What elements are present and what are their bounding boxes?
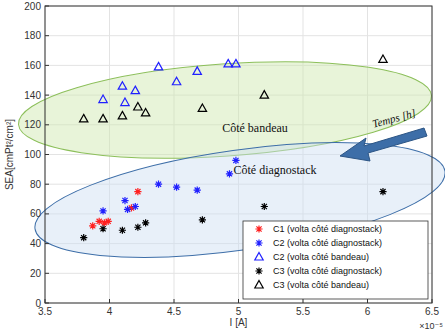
tick-label: 5	[236, 306, 242, 317]
legend-label: C3 (volta côté bandeau)	[273, 280, 369, 290]
plot-frame	[45, 6, 432, 303]
tick-label: 6.5	[425, 306, 439, 317]
point	[119, 227, 126, 234]
legend-marker	[255, 267, 262, 274]
point	[194, 187, 201, 194]
point	[121, 98, 129, 106]
tick	[109, 299, 110, 303]
tick	[45, 213, 49, 214]
point	[99, 225, 106, 232]
tick-label: 60	[30, 208, 42, 219]
legend-marker	[255, 281, 263, 289]
point	[224, 59, 232, 67]
point	[99, 95, 107, 103]
point	[142, 219, 149, 226]
legend-marker	[255, 239, 262, 246]
tick	[238, 299, 239, 303]
point	[232, 59, 240, 67]
axis-exponent: ×10⁻⁵	[419, 321, 443, 331]
tick	[45, 95, 49, 96]
point	[99, 114, 107, 122]
point	[80, 234, 87, 241]
point	[134, 188, 141, 195]
point	[80, 114, 88, 122]
tick-label: 80	[30, 179, 42, 190]
chart: 0204060801001201401601802003.544.555.566…	[0, 0, 445, 333]
tick-label: 3.5	[38, 306, 52, 317]
point	[118, 111, 126, 119]
point	[121, 197, 128, 204]
tick	[45, 65, 49, 66]
tick-label: 160	[24, 60, 41, 71]
point	[131, 86, 139, 94]
legend-marker	[255, 225, 262, 232]
tick	[45, 184, 49, 185]
tick	[45, 303, 49, 304]
point	[379, 55, 387, 63]
tick	[45, 273, 49, 274]
tick	[45, 124, 49, 125]
tick-label: 6	[365, 306, 371, 317]
point	[173, 184, 180, 191]
arrow	[340, 128, 427, 161]
legend-box	[243, 221, 428, 299]
point	[199, 216, 206, 223]
tick	[45, 243, 49, 244]
point	[193, 67, 201, 75]
point	[132, 203, 139, 210]
point	[198, 104, 206, 112]
tick-label: 20	[30, 268, 42, 279]
point	[141, 108, 149, 116]
tick	[45, 154, 49, 155]
tick-label: 5.5	[296, 306, 310, 317]
legend-marker	[255, 253, 263, 261]
point	[232, 157, 239, 164]
tick	[174, 299, 175, 303]
point	[154, 62, 162, 70]
tick-label: 4	[107, 306, 113, 317]
point	[96, 218, 103, 225]
tick	[45, 35, 49, 36]
legend-label: C2 (volta côté bandeau)	[273, 252, 369, 262]
y-axis-label: SEA[cmPt²/cm²]	[4, 119, 15, 190]
tick-label: 200	[24, 1, 41, 12]
point	[260, 91, 268, 99]
point	[226, 170, 233, 177]
annotation: Temps [h]	[371, 107, 417, 130]
point	[99, 207, 106, 214]
tick-label: 4.5	[167, 306, 181, 317]
tick-label: 40	[30, 238, 42, 249]
legend: C1 (volta côté diagnostack) C2 (volta côt…	[243, 221, 428, 299]
legend-label: C2 (volta côté diagnostack)	[273, 238, 382, 248]
annotation: Côté diagnostack	[234, 163, 317, 177]
tick	[45, 299, 46, 303]
marks	[80, 55, 388, 241]
point	[105, 218, 112, 225]
tick-label: 120	[24, 119, 41, 130]
point	[134, 102, 142, 110]
point	[124, 206, 131, 213]
tick	[367, 299, 368, 303]
tick	[432, 299, 433, 303]
tick-label: 140	[24, 90, 41, 101]
tick-label: 100	[24, 149, 41, 160]
point	[118, 82, 126, 90]
legend-label: C1 (volta côté diagnostack)	[273, 224, 382, 234]
point	[134, 224, 141, 231]
tick-label: 180	[24, 30, 41, 41]
legend-label: C3 (volta côté diagnostack)	[273, 266, 382, 276]
point	[155, 181, 162, 188]
tick	[303, 299, 304, 303]
point	[261, 203, 268, 210]
point	[172, 77, 180, 85]
point	[89, 222, 96, 229]
x-axis-label: I [A]	[230, 317, 248, 328]
point	[379, 188, 386, 195]
annotation: Côté bandeau	[222, 121, 288, 135]
tick	[45, 6, 49, 7]
